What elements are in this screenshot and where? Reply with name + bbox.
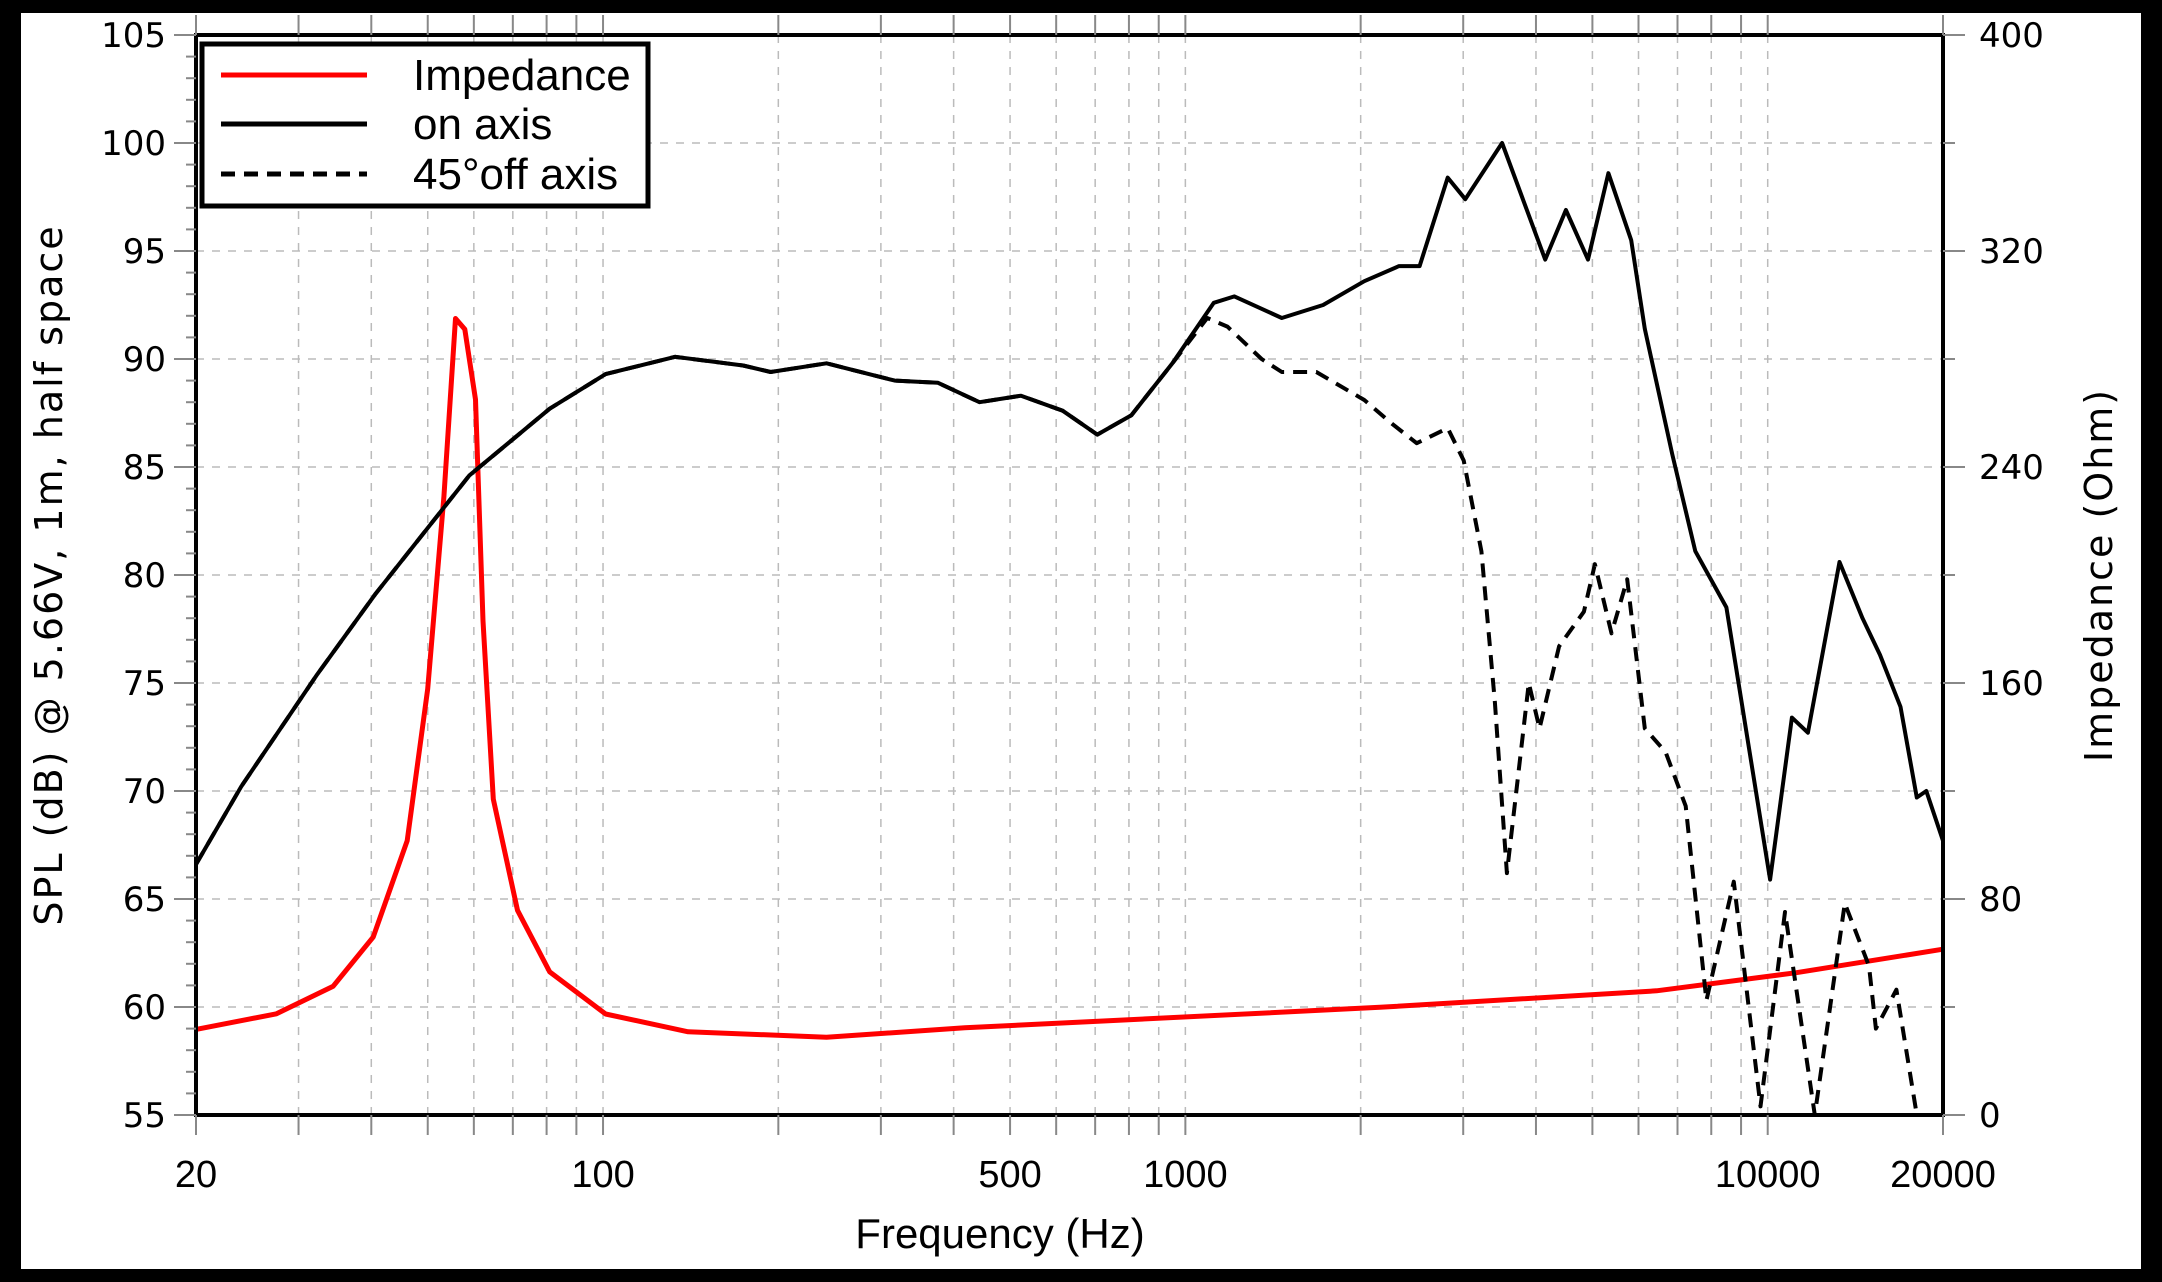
y-tick-label: 95 <box>123 232 166 272</box>
y-tick-label: 65 <box>123 880 166 920</box>
x-tick-label: 20000 <box>1890 1154 1996 1196</box>
legend: Impedance on axis 45°off axis <box>199 41 651 209</box>
x-axis-tick-labels: 20 100 500 1000 10000 20000 <box>175 1154 1996 1196</box>
legend-label-on-axis: on axis <box>413 100 552 149</box>
x-axis-title: Frequency (Hz) <box>855 1210 1144 1257</box>
x-tick-label: 1000 <box>1143 1154 1228 1196</box>
y-tick-label: 70 <box>123 772 166 812</box>
y2-tick-label: 80 <box>1979 880 2022 920</box>
series-on-axis-line <box>194 141 1945 882</box>
y2-tick-label: 400 <box>1979 16 2044 56</box>
y-axis-title: SPL (dB) @ 5.66V, 1m, half space <box>27 224 71 925</box>
x-tick-label: 10000 <box>1715 1154 1821 1196</box>
y2-tick-label: 160 <box>1979 664 2044 704</box>
x-tick-label: 500 <box>978 1154 1041 1196</box>
y-tick-label: 55 <box>123 1096 166 1136</box>
series-layer <box>194 141 1945 1117</box>
chart-canvas <box>21 13 2141 1269</box>
right-axis-tick-labels: 0 80 160 240 320 400 <box>1979 16 2044 1136</box>
x-tick-label: 20 <box>175 1154 217 1196</box>
y2-axis-title: Impedance (Ohm) <box>2077 388 2121 762</box>
y2-tick-label: 0 <box>1979 1096 2001 1136</box>
y-tick-label: 80 <box>123 556 166 596</box>
y2-tick-label: 320 <box>1979 232 2044 272</box>
y-tick-label: 105 <box>101 16 166 56</box>
y-tick-label: 90 <box>123 340 166 380</box>
y-tick-label: 85 <box>123 448 166 488</box>
axis-ticks <box>174 15 1965 1135</box>
series-45-off-axis-line <box>194 316 1919 1117</box>
left-axis-tick-labels: 55 60 65 70 75 80 85 90 95 100 105 <box>101 16 166 1136</box>
y-tick-label: 60 <box>123 988 166 1028</box>
legend-label-off-axis: 45°off axis <box>413 150 618 199</box>
x-tick-label: 100 <box>571 1154 634 1196</box>
legend-label-impedance: Impedance <box>413 51 631 100</box>
series-impedance-line <box>195 316 1944 1040</box>
y-tick-label: 75 <box>123 664 166 704</box>
y-tick-label: 100 <box>101 124 166 164</box>
y2-tick-label: 240 <box>1979 448 2044 488</box>
